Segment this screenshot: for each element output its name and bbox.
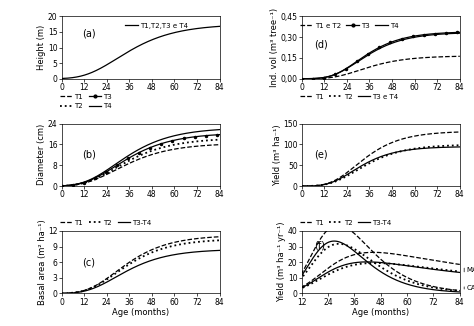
X-axis label: Age (months): Age (months) xyxy=(352,308,410,317)
Legend: T1 e T2, T3, T4: T1 e T2, T3, T4 xyxy=(297,20,401,31)
Text: MAI: MAI xyxy=(466,267,474,273)
Text: CAI: CAI xyxy=(466,285,474,291)
X-axis label: Age (months): Age (months) xyxy=(112,308,169,317)
Y-axis label: Ind. vol (m³ tree⁻¹): Ind. vol (m³ tree⁻¹) xyxy=(270,8,279,87)
Y-axis label: Basal area (m² ha⁻¹): Basal area (m² ha⁻¹) xyxy=(37,219,46,305)
Y-axis label: Height (m): Height (m) xyxy=(37,25,46,70)
Y-axis label: Yield (m³ ha⁻¹ yr⁻¹): Yield (m³ ha⁻¹ yr⁻¹) xyxy=(277,222,286,303)
Text: (a): (a) xyxy=(82,28,96,38)
Y-axis label: Diameter (cm): Diameter (cm) xyxy=(37,124,46,185)
Text: (e): (e) xyxy=(314,150,328,160)
Y-axis label: Yield (m³ ha⁻¹): Yield (m³ ha⁻¹) xyxy=(273,124,282,186)
Legend: T1, T2, T3-T4: T1, T2, T3-T4 xyxy=(297,217,394,229)
Legend: T1, T2, T3, T4: T1, T2, T3, T4 xyxy=(57,91,115,112)
Legend: T1,T2,T3 e T4: T1,T2,T3 e T4 xyxy=(122,20,191,31)
Text: (d): (d) xyxy=(314,39,328,50)
Text: (f): (f) xyxy=(314,241,326,250)
Text: (b): (b) xyxy=(82,150,96,160)
Legend: T1, T2, T3 e T4: T1, T2, T3 e T4 xyxy=(297,91,401,102)
Text: (c): (c) xyxy=(82,257,95,267)
Legend: T1, T2, T3-T4: T1, T2, T3-T4 xyxy=(57,217,154,229)
